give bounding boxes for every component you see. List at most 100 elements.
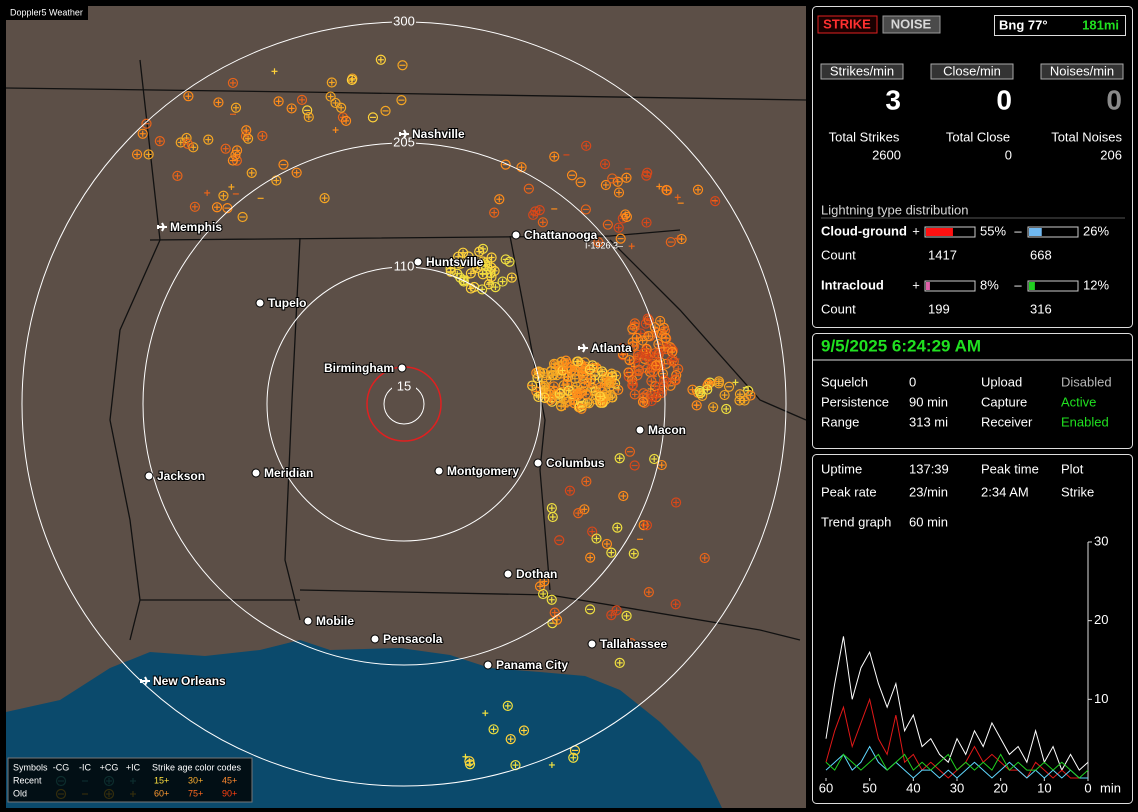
state-borders: [5, 59, 807, 641]
noise-button[interactable]: [882, 15, 941, 34]
strike-symbol: [584, 398, 595, 409]
strike-symbol: [182, 138, 193, 149]
symbol-ring: [490, 282, 501, 293]
strike-symbol: [703, 378, 714, 390]
strike-symbol: [596, 366, 608, 377]
strike-symbol: [230, 102, 242, 113]
symbol-ring: [506, 272, 517, 283]
strike-symbol: [650, 360, 662, 371]
symbol-ring: [464, 756, 475, 767]
legend-age: 90+: [222, 788, 237, 798]
strike-symbol: [131, 149, 143, 160]
bearing-box: [994, 15, 1126, 36]
strike-symbol: [326, 77, 337, 88]
panel-borders: [812, 6, 1133, 804]
city-label: Montgomery: [447, 464, 519, 478]
symbol-ring: [643, 587, 654, 598]
x-tick-label: 0: [1084, 780, 1091, 795]
symbol-ring: [571, 388, 583, 399]
legend-age: 75+: [188, 788, 203, 798]
ring-label-bg: [392, 381, 416, 393]
symbol-ring: [545, 394, 556, 406]
symbol-ring: [584, 398, 595, 409]
strike-symbol: [538, 588, 549, 600]
strike-symbol: [674, 235, 681, 242]
symbol-ring: [626, 638, 637, 649]
strike-symbol: [584, 604, 596, 615]
strike-symbol: [271, 68, 278, 75]
symbol-ring: [618, 490, 629, 502]
map-title: Doppler5 Weather: [10, 7, 83, 17]
percent-label: 55%: [980, 223, 1006, 238]
symbol-ring: [237, 211, 248, 223]
airport-icon: [578, 343, 588, 353]
setting: 0: [909, 374, 916, 389]
city-dot: [434, 466, 444, 476]
strike-symbol: [319, 193, 330, 204]
strike-symbol: [660, 332, 671, 343]
rate-value: 3: [885, 84, 901, 115]
symbol-ring: [650, 360, 662, 371]
symbol-ring: [601, 538, 613, 550]
strike-symbol: [732, 379, 739, 386]
city-dot: [303, 616, 313, 626]
symbol-ring: [584, 604, 596, 615]
symbol-ring: [585, 552, 596, 563]
setting: 313 mi: [909, 414, 948, 429]
symbol-ring: [489, 207, 500, 218]
symbol-ring: [397, 60, 408, 71]
symbol-ring: [606, 610, 617, 621]
rate-label-box: [930, 63, 1014, 80]
strike-button[interactable]: [817, 15, 878, 34]
strike-symbol: [482, 710, 489, 717]
stat: Peak time: [981, 461, 1039, 476]
symbol-ring: [602, 219, 613, 230]
strike-symbol: [479, 259, 491, 270]
symbol-ring: [629, 318, 640, 329]
strike-symbol: [623, 367, 634, 378]
setting: Receiver: [981, 414, 1033, 429]
strike-symbol: [599, 159, 611, 170]
strike-symbol: [523, 183, 534, 194]
symbol-ring: [227, 155, 238, 166]
symbol-ring: [533, 366, 544, 377]
rate-label-box: [1040, 63, 1124, 80]
symbol-ring: [577, 362, 589, 373]
strike-button-label[interactable]: STRIKE: [823, 16, 871, 31]
symbol-ring: [455, 258, 466, 269]
strike-symbol: [230, 149, 241, 160]
symbol-ring: [131, 149, 143, 160]
symbol-ring: [612, 522, 623, 533]
strike-symbol: [548, 381, 559, 392]
setting: Capture: [981, 394, 1027, 409]
trend-graph: 10 20 30 60 50 40 30 20 10 0 min: [819, 533, 1121, 795]
strike-symbol: [189, 201, 200, 212]
symbol-ring: [566, 170, 578, 181]
symbol-ring: [546, 594, 557, 605]
setting: Range: [821, 414, 859, 429]
airport-icon: [157, 222, 167, 232]
x-tick-label: 30: [950, 780, 964, 795]
symbol-ring: [595, 391, 606, 402]
setting: 90 min: [909, 394, 948, 409]
ring-label-bg: [392, 137, 416, 149]
strike-symbol: [375, 54, 386, 65]
sign: +: [912, 277, 920, 292]
strike-symbol: [646, 376, 657, 387]
count-value: 668: [1030, 247, 1052, 262]
city-dot: [587, 639, 597, 649]
symbol-ring: [319, 193, 330, 204]
symbol-ring: [278, 159, 289, 170]
city-label: Nashville: [412, 127, 465, 141]
symbol-ring: [337, 112, 349, 123]
city-label: Birmingham: [324, 361, 394, 375]
symbol-ring: [659, 325, 671, 336]
sign: –: [1014, 277, 1022, 292]
strike-symbol: [612, 522, 623, 533]
noise-button-label[interactable]: NOISE: [891, 16, 932, 31]
setting: Enabled: [1061, 414, 1109, 429]
panel-box: [812, 333, 1133, 449]
symbol-ring: [673, 363, 684, 375]
strike-symbol: [641, 217, 652, 228]
symbol-ring: [641, 520, 653, 531]
